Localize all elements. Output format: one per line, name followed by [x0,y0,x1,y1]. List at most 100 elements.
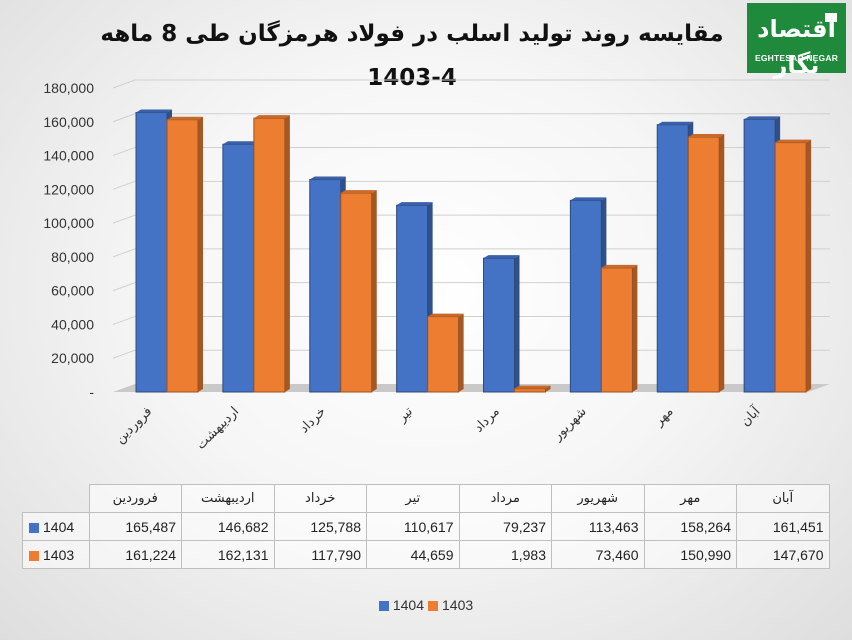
gridline-wall [112,282,136,292]
chart-title: مقایسه روند تولید اسلب در فولاد هرمزگان … [100,21,724,91]
legend: 1404 1403 [0,597,852,613]
x-tick-label: شهریور [550,404,590,444]
legend-item: 1404 [378,597,424,613]
bar-front [166,119,199,393]
gridline-wall [112,180,136,190]
data-table-series-label: 1403 [22,540,90,569]
data-table-row: 1403 161,224 162,131 117,790 44,659 1,983 73,4… [22,540,830,569]
y-tick-label: 180,000 [43,80,94,96]
bar-top [253,115,290,119]
bar-side [198,116,203,393]
bar-front [600,267,633,393]
bar-front [483,257,515,393]
x-tick-label: فروردین [113,404,156,447]
data-table-category: تیر [366,484,460,513]
data-table-value: 117,790 [273,540,367,569]
data-table-category: فروردین [88,484,182,513]
bar-top [657,121,694,125]
x-tick-label: مرداد [471,404,502,435]
x-tick-label: آبان [737,402,765,430]
bar-front [396,204,429,393]
data-table-category: اردیبهشت [181,484,275,513]
data-table-category: خرداد [273,484,367,513]
gridline-wall [112,248,136,258]
y-tick-label: 140,000 [43,148,94,164]
bar-front [309,179,342,393]
data-table-category: مرداد [458,484,552,513]
bar-1404-4 [483,255,520,393]
data-table-value: 147,670 [736,540,830,569]
y-tick-label: 40,000 [51,316,94,332]
gridline-wall [112,147,136,157]
data-table-body: 1404 165,487 146,682 125,788 110,617 79,237 11… [22,512,830,569]
data-table-value: 161,451 [736,512,830,541]
y-tick-label: 100,000 [43,215,94,231]
bar-front [222,143,255,393]
bar-1403-0 [166,116,203,393]
y-axis-ticks: - 20,000 40,000 60,000 80,000 100,000 120,000 1… [43,80,94,400]
data-table-value: 165,487 [88,512,182,541]
x-tick-label: خرداد [297,404,329,436]
y-tick-label: 120,000 [43,181,94,197]
x-tick-label: اردیبهشت [194,404,242,452]
bar-front [427,316,460,393]
data-table-value: 146,682 [181,512,275,541]
bar-side [458,313,464,392]
bar-top [688,133,725,137]
bar-top [167,116,203,120]
bar-top [340,190,377,194]
series-name: 1403 [43,546,75,563]
data-table-value: 1,983 [458,540,552,569]
data-table-value: 161,224 [88,540,182,569]
series-name: 1404 [43,518,75,535]
bar-front [687,136,720,393]
data-table: فروردین اردیبهشت خرداد تیر مرداد شهریور مهر آبا… [22,484,830,569]
bar-1403-3 [427,313,464,393]
x-axis-ticks: فروردین اردیبهشت خرداد تیر مرداد شهریور مهر آبا… [113,402,765,453]
bar-top [427,313,464,317]
bar-side [806,139,812,392]
data-table-value: 44,659 [366,540,460,569]
logo-wordmark: اقتصاد نگار [757,15,836,79]
bar-top [222,141,259,145]
gridline-wall [112,214,136,224]
bar-1403-4 [514,385,551,393]
logo-caption: EGHTESAD NEGAR [754,53,839,63]
gridline-wall [112,315,136,325]
data-table-value: 158,264 [643,512,737,541]
legend-item: 1403 [428,597,473,613]
data-table-value: 79,237 [458,512,552,541]
bar-top [514,385,551,389]
x-tick-label: مهر [651,404,677,430]
bar-top [775,139,812,143]
data-table-category: مهر [643,484,737,513]
bar-1403-1 [253,115,290,393]
legend-label: 1404 [392,597,424,613]
bar-1403-6 [687,133,725,393]
legend-label: 1403 [442,597,474,613]
bars [135,109,812,393]
bar-top [136,109,172,113]
bar-side [719,133,725,392]
data-table-category: آبان [736,484,830,513]
bar-side [284,115,290,392]
bar-top [570,197,607,201]
x-tick-label: تیر [394,404,416,426]
y-tick-label: 160,000 [43,114,94,130]
bar-top [396,202,433,206]
y-tick-label: - [89,384,94,400]
logo-flag-icon [825,13,837,22]
bar-top [483,255,520,259]
bar-side [632,264,638,392]
brand-logo: اقتصاد نگار EGHTESAD NEGAR [747,3,846,79]
data-table-value: 162,131 [181,540,275,569]
y-tick-label: 80,000 [51,249,94,265]
bar-front [656,124,689,393]
gridline-wall [112,349,136,359]
bar-front [774,142,807,393]
y-tick-label: 60,000 [51,283,94,299]
bar-side [514,255,520,392]
data-table-corner [23,485,90,513]
bar-1403-2 [340,190,377,393]
